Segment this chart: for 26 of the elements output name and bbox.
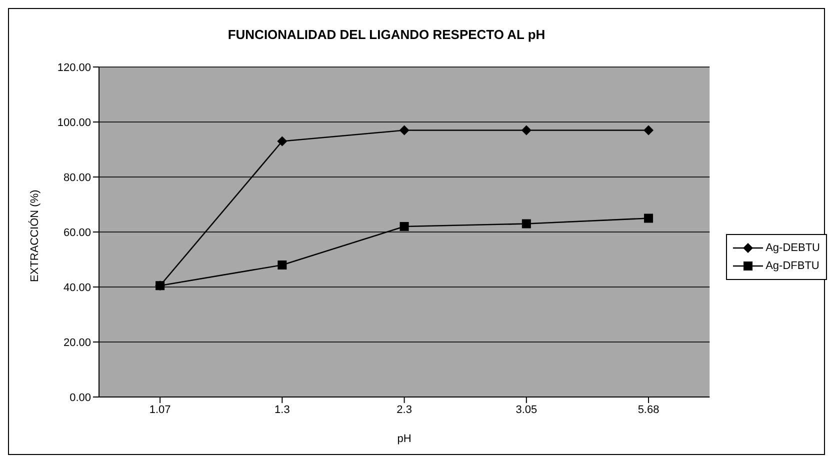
legend-label: Ag-DFBTU <box>766 260 820 272</box>
y-tick-label: 100.00 <box>57 116 91 129</box>
x-tick-label: 1.07 <box>149 404 171 416</box>
point <box>278 260 287 270</box>
y-tick-label: 120.00 <box>57 62 91 74</box>
point <box>277 136 288 146</box>
y-axis-title: EXTRACCIÓN (%) <box>28 190 41 282</box>
y-tick-label: 40.00 <box>63 282 91 294</box>
x-tick-label: 1.3 <box>274 404 290 416</box>
point <box>400 222 409 231</box>
point <box>522 219 531 228</box>
y-tick-label: 60.00 <box>63 226 91 239</box>
y-tick-label: 80.00 <box>63 172 91 184</box>
y-tick-label: 20.00 <box>63 336 91 349</box>
y-tick-label: 0.00 <box>70 392 91 404</box>
point <box>644 214 654 223</box>
point <box>644 125 654 136</box>
point <box>156 281 165 290</box>
x-axis-title: pH <box>397 433 412 445</box>
x-tick-label: 2.3 <box>396 404 412 416</box>
point <box>399 125 410 136</box>
point <box>521 125 532 136</box>
x-tick-label: 3.05 <box>516 404 538 416</box>
legend-label: Ag-DEBTU <box>766 242 820 254</box>
x-tick-label: 5.68 <box>638 404 660 416</box>
chart-title: FUNCIONALIDAD DEL LIGANDO RESPECTO AL pH <box>226 26 546 44</box>
